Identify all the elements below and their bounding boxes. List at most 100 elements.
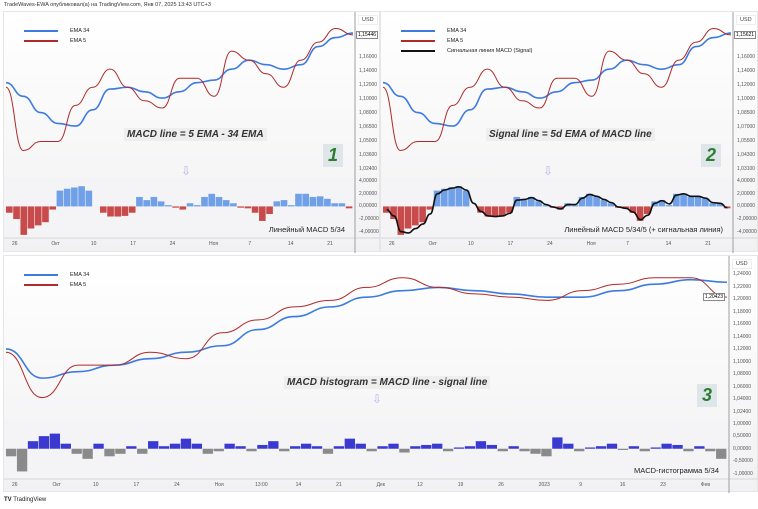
macd-bar [377,446,388,449]
macd-bar [673,193,680,207]
macd-bar [6,206,13,213]
indicator-tick-label: 2,00000 [359,190,378,197]
macd-bar [128,206,136,213]
legend: EMA 34 EMA 5 [24,270,89,290]
macd-bar [104,448,115,457]
panel-2-signal-line: 1,16000 1,14000 1,12000 1,10000 1,08500 1,070… [380,11,758,253]
price-tick-label: 1,10000 [359,96,378,102]
legend-item: EMA 34 [24,270,89,280]
price-tick-label: 1,08000 [733,371,752,378]
macd-bar [49,433,61,449]
indicator-title: Линейный MACD 5/34 [268,225,345,234]
indicator-title: Линейный MACD 5/34/5 (+ сигнальная линия… [564,225,723,234]
price-tick-label: 1,06000 [733,383,752,390]
macd-bar [586,193,593,207]
legend-swatch [401,49,435,53]
macd-bar [38,436,50,449]
time-tick-label: 17 [133,482,140,488]
macd-bar [571,205,579,207]
time-tick-label: 10 [468,241,474,247]
time-tick-label: 26 [498,482,504,488]
macd-bar [148,441,159,449]
macd-bar [114,206,122,217]
macd-bar [519,448,530,452]
price-tick-label: 1,07000 [737,124,756,130]
legend-label: EMA 34 [70,272,90,278]
macd-bar [535,201,542,207]
macd-bar [412,206,419,226]
price-tick-label: 1,08000 [359,110,378,116]
macd-bar [150,196,158,207]
macd-bar [208,193,216,207]
indicator-tick-label: 4,00000 [359,178,378,185]
macd-bar [694,446,705,449]
price-tick-label: 1,16000 [359,54,378,60]
legend-item: EMA 5 [24,280,89,290]
price-tick-label: 1,10000 [737,96,756,102]
macd-bar [432,443,443,449]
macd-bar [201,196,208,207]
macd-bar [191,443,203,449]
macd-bar [442,448,454,452]
macd-bar [508,446,519,449]
macd-bar [383,206,390,213]
indicator-title: MACD-гистограмма 5/34 [633,466,719,475]
legend-item: EMA 5 [401,36,532,46]
macd-bar [6,448,17,457]
macd-bar [499,206,506,216]
time-tick-label: 14 [665,241,672,247]
macd-bar [309,196,317,207]
macd-bar [399,448,410,453]
macd-bar [477,206,484,213]
macd-bar [157,201,165,207]
ema5-line [5,28,354,152]
macd-bar [355,443,366,449]
macd-bar [302,193,310,207]
legend-item: EMA 34 [24,26,89,36]
macd-bar [137,448,148,454]
macd-bar [410,446,421,449]
legend-label: EMA 5 [447,38,464,44]
time-tick-label: 24 [174,482,180,488]
macd-bar [658,200,666,207]
legend-swatch [24,30,58,32]
time-tick-label: 26 [12,482,18,488]
time-tick-label: 21 [336,482,342,488]
price-tick-label: 1,02400 [359,166,378,172]
macd-bar [595,446,607,449]
price-tick-label: 1,14000 [733,333,752,340]
macd-bar [628,446,640,449]
macd-bar [93,443,104,449]
tradingview-logo[interactable]: TV TradingView [4,497,47,503]
indicator-tick-label: 0,00000 [733,445,752,452]
macd-bar [71,448,82,454]
time-tick-label: 10 [93,482,99,488]
macd-bar [530,448,541,454]
publish-header: TradeWaves-EWA опубликовал(а) на Trading… [4,2,211,8]
macd-bar [158,446,170,449]
macd-bar [333,446,345,449]
macd-bar [60,443,71,449]
chart-svg [4,12,381,253]
price-tick-label: 1,04300 [737,152,756,158]
macd-bar [121,206,129,216]
indicator-tick-label: 0,50000 [733,433,752,440]
macd-bar [279,448,290,452]
macd-bar [426,206,434,210]
macd-bar [600,200,608,207]
macd-bar [491,206,499,217]
macd-bar [235,446,246,449]
price-tick-label: 1,05000 [359,138,378,144]
macd-bar [169,443,181,449]
macd-bar [390,206,397,220]
macd-bar [705,448,716,452]
macd-bar [115,448,126,454]
price-tick-label: 1,12000 [737,82,756,88]
macd-bar [273,201,281,207]
macd-bar [213,448,224,452]
macd-bar [287,205,295,207]
indicator-tick-label: -2,00000 [359,216,379,223]
indicator-tick-label: 2,00000 [737,190,756,197]
panel-number: 2 [701,144,722,167]
macd-bar [448,187,455,207]
